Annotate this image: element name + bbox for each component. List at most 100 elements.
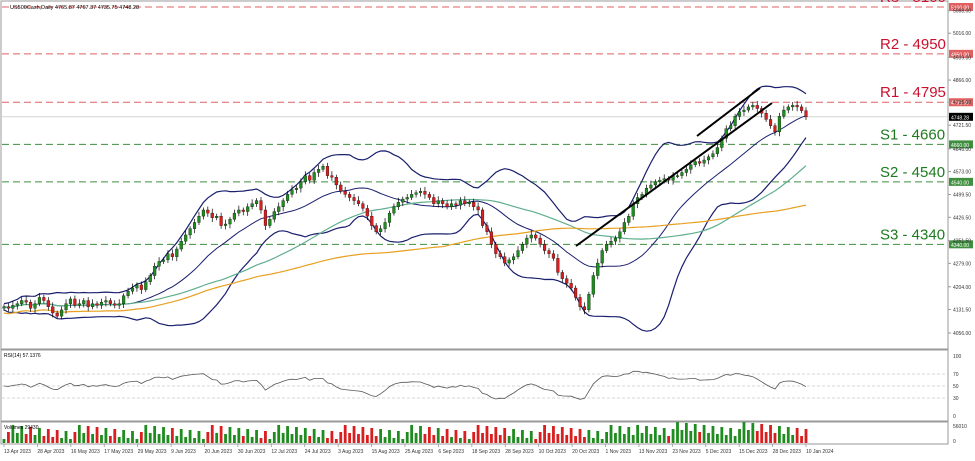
candle-bull [782,109,786,117]
candle-bull [746,106,750,111]
volume-bar-up [676,422,679,443]
volume-bar-up [255,430,258,443]
candle-bull [410,194,414,198]
volume-bar-up [662,428,666,443]
volume-bar-up [286,426,289,443]
volume-bar-down [108,436,112,443]
volume-bar-up [693,424,697,443]
volume-bar-up [622,434,626,443]
volume-bar-down [543,425,546,443]
volume-bar-up [627,427,631,443]
date-label: 13 Apr 2023 [4,449,31,455]
volume-bar-up [614,433,617,443]
volume-bar-up [388,430,391,443]
candle-bull [33,303,37,309]
candle-bear [361,203,365,209]
date-label: 16 May 2023 [71,449,100,455]
symbol-header: US500Cash,Daily 4765.87 4767.37 4735.75 … [10,5,139,11]
volume-bar-up [711,426,715,443]
candle-bull [458,200,462,206]
candle-bear [365,208,369,217]
volume-bar-up [419,426,422,443]
volume-bar-up [738,429,741,443]
date-label: 15 Aug 2023 [372,449,400,455]
level-tag-bg [949,240,973,249]
date-label: 23 Nov 2023 [672,449,701,455]
rsi-indicator: 100 70 50 30 0 [2,354,962,420]
candle-bear [755,105,759,109]
date-label: 1 Nov 2023 [606,449,632,455]
date-label: 24 Jul 2023 [305,449,331,455]
volume-bar-up [312,429,316,443]
volume-bar-down [357,434,360,443]
volume-bar-up [379,429,383,443]
candle-bear [370,216,374,226]
volume-bar-down [485,426,489,443]
candle-bear [6,306,10,309]
volume-bar-up [272,432,276,443]
volume-bar-down [219,426,223,443]
volume-bar-up [188,430,192,443]
candle-bear [423,191,427,195]
candle-bull [299,181,303,189]
volume-bar-up [20,426,24,443]
volume-bar-up [250,437,254,443]
volume-bar-down [565,435,569,443]
volume-bar-up [317,437,320,443]
level-label: S2 - 4540 [880,164,945,181]
candle-bull [711,153,715,158]
candle-bear [556,258,560,273]
volume-bar-up [162,427,165,443]
candle-bull [215,216,219,218]
volume-bar-up [450,437,453,443]
candle-bear [534,234,538,239]
candle-bull [613,237,618,242]
candle-bull [596,262,600,276]
volume-bar-up [15,433,19,443]
candle-bull [689,164,693,170]
volume-bar-up [645,426,648,443]
volume-bar-up [215,433,219,443]
price-tick-label: 4279.00 [953,261,971,267]
volume-bar-up [64,431,68,443]
candle-bull [405,197,409,200]
volume-bar-down [556,434,560,443]
candle-bear [472,202,476,207]
volume-bar-up [321,430,325,443]
candle-bear [480,209,485,226]
volume-bar-up [414,433,418,443]
candle-bull [68,298,73,304]
candle-bull [228,219,232,225]
volume-bar-up [782,434,786,443]
level-label: R3 - 5100 [880,0,946,6]
candle-bear [108,300,112,304]
volume-bar-down [86,426,90,443]
volume-bar-up [303,428,307,443]
level-tag: 4660.00 [951,143,969,149]
candle-bull [277,206,281,212]
candle-bull [148,275,152,282]
candle-bear [578,297,582,307]
volume-header: Volumes 29430 [4,425,39,431]
candle-bear [795,105,799,108]
volume-bar-down [476,425,480,443]
candle-bull [122,295,126,304]
volume-bar-up [631,435,635,443]
date-label: 10 Jan 2024 [806,449,834,455]
candle-bull [396,202,400,207]
volume-bar-down [339,432,343,443]
level-tag: 4795.00 [951,101,969,107]
volume-bar-up [148,433,152,443]
volume-bar-up [729,428,733,443]
candle-bull [751,105,755,108]
candle-bear [494,244,498,254]
candle-bear [210,212,214,218]
volume-bar-up [733,436,737,443]
ma-100 [3,204,807,315]
volume-bar-up [281,433,285,443]
bollinger-mid [3,115,807,309]
level-label: R2 - 4950 [880,36,946,53]
candle-bull [516,250,520,257]
candle-bear [356,200,361,204]
candle-bear [543,244,547,251]
